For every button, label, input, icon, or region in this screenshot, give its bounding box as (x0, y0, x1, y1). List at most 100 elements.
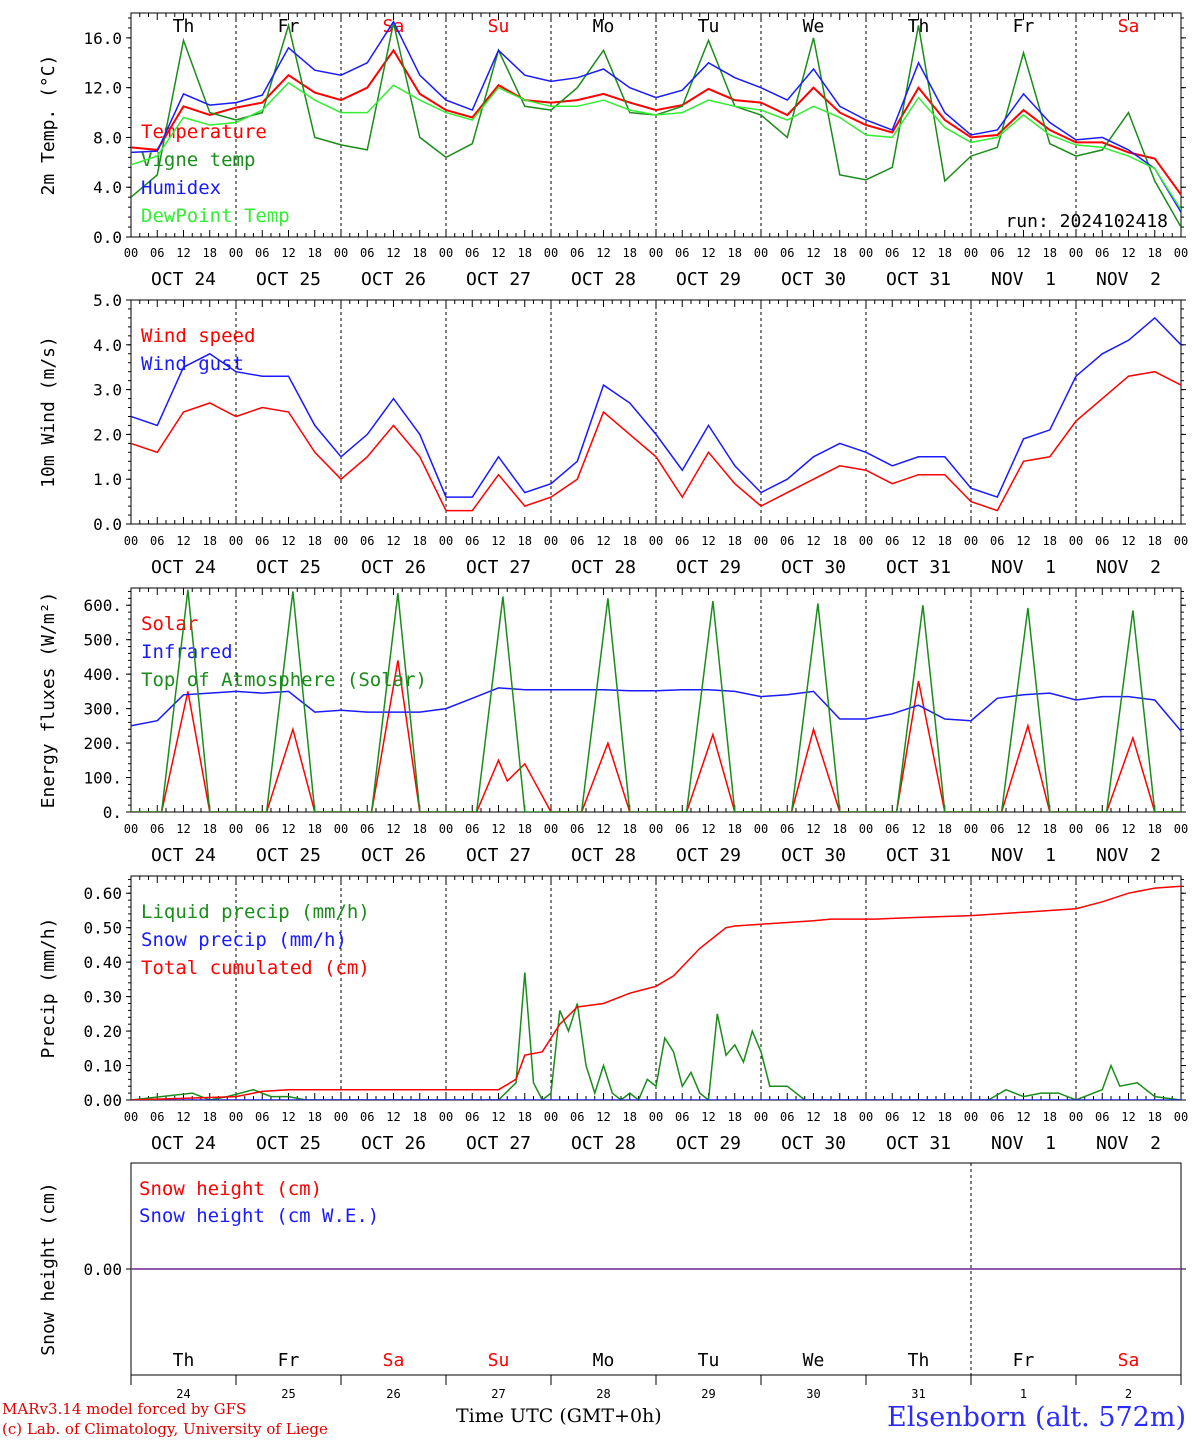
hour-tick-label: 00 (1174, 822, 1188, 836)
hour-tick-label: 18 (833, 1110, 847, 1124)
day-number-label: 30 (806, 1387, 820, 1401)
hour-tick-label: 12 (701, 534, 715, 548)
hour-tick-label: 12 (281, 246, 295, 260)
hour-tick-label: 00 (439, 246, 453, 260)
legend-entry: Solar (141, 613, 198, 635)
hour-tick-label: 06 (990, 1110, 1004, 1124)
hour-tick-label: 12 (911, 534, 925, 548)
date-label: OCT 29 (676, 557, 741, 578)
series-line-humidex (131, 20, 1181, 213)
hour-tick-label: 18 (728, 534, 742, 548)
hour-tick-label: 12 (806, 534, 820, 548)
y-tick-label: 0.10 (83, 1057, 122, 1076)
plot-frame-3 (130, 587, 1182, 813)
y-tick-label: 0.00 (83, 1091, 122, 1110)
day-number-label: 26 (386, 1387, 400, 1401)
day-number-label: 25 (281, 1387, 295, 1401)
hour-tick-label: 06 (465, 822, 479, 836)
weekday-label: Th (173, 1350, 195, 1371)
hour-tick-label: 00 (334, 534, 348, 548)
hour-tick-label: 18 (1043, 534, 1057, 548)
y-tick-label: 0.30 (83, 988, 122, 1007)
legend-entry: Infrared (141, 641, 233, 663)
series-line-temperature (131, 48, 1181, 196)
hour-tick-label: 06 (150, 1110, 164, 1124)
y-tick-label: 0.50 (83, 919, 122, 938)
day-number-label: 1 (1020, 1387, 1027, 1401)
weekday-label: Sa (1118, 1350, 1140, 1371)
hour-tick-label: 12 (806, 246, 820, 260)
hour-tick-label: 12 (386, 246, 400, 260)
hour-tick-label: 18 (1043, 246, 1057, 260)
hour-tick-label: 12 (596, 534, 610, 548)
hour-tick-label: 12 (176, 1110, 190, 1124)
y-tick-label: 16.0 (83, 29, 122, 48)
hour-tick-label: 06 (255, 534, 269, 548)
hour-tick-label: 00 (439, 1110, 453, 1124)
hour-tick-label: 06 (1095, 822, 1109, 836)
hour-tick-label: 06 (465, 1110, 479, 1124)
hour-tick-label: 18 (728, 246, 742, 260)
hour-tick-label: 12 (701, 822, 715, 836)
hour-tick-label: 00 (964, 246, 978, 260)
hour-tick-label: 12 (386, 534, 400, 548)
date-label: NOV 1 (991, 845, 1056, 866)
hour-tick-label: 06 (150, 822, 164, 836)
date-label: OCT 30 (781, 845, 846, 866)
hour-tick-label: 00 (754, 534, 768, 548)
y-tick-label: 100. (83, 769, 122, 788)
series-line-wind-speed (131, 370, 1181, 512)
hour-tick-label: 06 (150, 534, 164, 548)
legend-entry: Snow precip (mm/h) (141, 929, 347, 951)
date-label: OCT 25 (256, 557, 321, 578)
legend-entry: Temperature (141, 121, 267, 143)
hour-tick-label: 18 (623, 534, 637, 548)
date-label: OCT 31 (886, 557, 951, 578)
weekday-label: Sa (1118, 16, 1140, 37)
legend-entry: Wind speed (141, 325, 255, 347)
hour-tick-label: 18 (413, 246, 427, 260)
y-tick-label: 8.0 (93, 128, 122, 147)
weekday-label: Sa (383, 1350, 405, 1371)
legend-entry: DewPoint Temp (141, 205, 290, 227)
hour-tick-label: 18 (308, 1110, 322, 1124)
hour-tick-label: 06 (780, 822, 794, 836)
hour-tick-label: 00 (1069, 822, 1083, 836)
hour-tick-label: 18 (938, 534, 952, 548)
legend-entry: Total cumulated (cm) (141, 957, 370, 979)
legend-entry: Snow height (cm W.E.) (139, 1205, 379, 1227)
hour-tick-label: 00 (859, 534, 873, 548)
hour-tick-label: 00 (1174, 1110, 1188, 1124)
hour-tick-label: 06 (465, 246, 479, 260)
hour-tick-label: 12 (281, 534, 295, 548)
hour-tick-label: 06 (255, 1110, 269, 1124)
lab-credit: (c) Lab. of Climatology, University of L… (2, 1420, 328, 1438)
y-tick-label: 0.00 (83, 1260, 122, 1279)
hour-tick-label: 12 (806, 1110, 820, 1124)
hour-tick-label: 18 (938, 246, 952, 260)
hour-tick-label: 06 (780, 534, 794, 548)
hour-tick-label: 12 (1121, 246, 1135, 260)
legend-entry: Snow height (cm) (139, 1178, 322, 1200)
hour-tick-label: 00 (649, 1110, 663, 1124)
y-tick-label: 12.0 (83, 79, 122, 98)
hour-tick-label: 00 (754, 822, 768, 836)
date-label: OCT 27 (466, 269, 531, 290)
hour-tick-label: 18 (728, 1110, 742, 1124)
y-tick-label: 300. (83, 700, 122, 719)
y-tick-label: 0.20 (83, 1022, 122, 1041)
series-line-wind-gust (131, 316, 1181, 499)
y-tick-label: 5.0 (93, 291, 122, 310)
date-label: OCT 30 (781, 557, 846, 578)
hour-tick-label: 12 (491, 822, 505, 836)
y-tick-label: 3.0 (93, 381, 122, 400)
hour-tick-label: 18 (623, 822, 637, 836)
hour-tick-label: 06 (1095, 534, 1109, 548)
hour-tick-label: 06 (675, 246, 689, 260)
hour-tick-label: 18 (623, 1110, 637, 1124)
weekday-label: Th (908, 1350, 930, 1371)
hour-tick-label: 06 (465, 534, 479, 548)
hour-tick-label: 00 (964, 1110, 978, 1124)
weekday-label: Th (173, 16, 195, 37)
hour-tick-label: 12 (701, 1110, 715, 1124)
